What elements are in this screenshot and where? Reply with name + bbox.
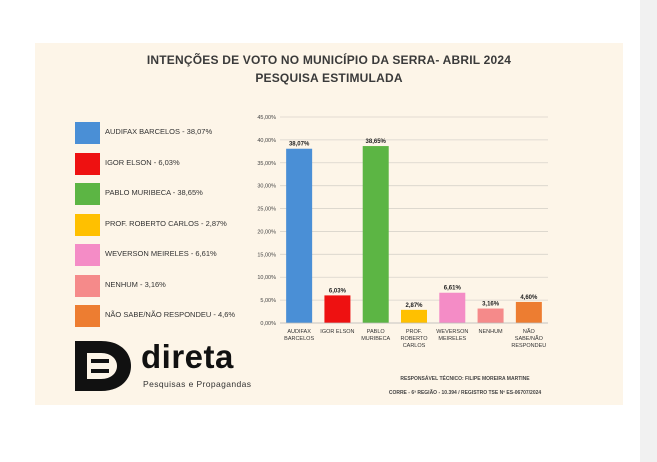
right-edge-strip [640, 0, 657, 462]
legend-label: NENHUM - 3,16% [105, 279, 166, 289]
x-tick-label-line: CARLOS [403, 343, 426, 349]
bar [401, 309, 427, 323]
legend-label: PROF. ROBERTO CARLOS - 2,87% [105, 218, 227, 228]
legend-label: AUDIFAX BARCELOS - 38,07% [105, 127, 213, 136]
x-tick-label-line: PROF. [406, 329, 423, 335]
x-tick-label-line: NENHUM [479, 329, 504, 335]
x-tick-label: WEVERSON MEIRELES [436, 329, 468, 342]
legend-label: WEVERSON MEIRELES - 6,61% [105, 249, 217, 258]
data-label: 6,03% [329, 288, 347, 294]
bar [439, 292, 466, 323]
data-label: 4,60% [520, 295, 538, 301]
legend-swatch [75, 122, 100, 144]
legend-swatch [75, 213, 100, 236]
y-tick-label: 15,00% [257, 252, 276, 258]
x-tick-label: IGOR ELSON [320, 329, 354, 335]
x-tick-label: NÃO SABE/NÃO RESPONDEU [511, 328, 546, 349]
x-tick-label-line: AUDIFAX [287, 329, 311, 335]
y-tick-label: 0,00% [260, 321, 276, 327]
x-tick-label-line: RESPONDEU [511, 343, 546, 349]
y-tick-label: 25,00% [257, 207, 276, 213]
data-label: 38,65% [366, 139, 387, 145]
logo-wordmark: direta [141, 338, 234, 375]
chart-card: INTENÇÕES DE VOTO NO MUNICÍPIO DA SERRA-… [35, 43, 623, 405]
legend-swatch [75, 305, 100, 327]
legend-label: PABLO MURIBECA - 38,65% [105, 188, 203, 197]
x-tick-label-line: PABLO [367, 329, 386, 335]
y-tick-label: 20,00% [257, 229, 276, 235]
bar-chart: 0,00% 5,00% 10,00% 15,00% 20,00% 25,00% 30,00%… [257, 115, 548, 349]
x-tick-label-line: ROBERTO [401, 336, 429, 342]
x-tick-label-line: IGOR ELSON [320, 329, 354, 335]
x-tick-label-line: BARCELOS [284, 336, 314, 342]
y-tick-label: 5,00% [260, 298, 276, 304]
x-tick-label: PABLO MURIBECA [361, 329, 390, 342]
bar [515, 301, 542, 323]
bar [362, 146, 389, 323]
legend-swatch [75, 274, 100, 297]
y-tick-label: 35,00% [257, 161, 276, 167]
x-tick-label: PROF. ROBERTO CARLOS [401, 329, 429, 349]
legend-swatch [75, 244, 100, 266]
y-tick-label: 45,00% [257, 115, 276, 121]
y-tick-label: 40,00% [257, 138, 276, 144]
chart-subtitle: PESQUISA ESTIMULADA [255, 71, 403, 85]
footer-responsible: RESPONSÁVEL TÉCNICO: FILIPE MOREIRA MART… [400, 376, 530, 382]
x-tick-label-line: SABE/NÃO [515, 335, 544, 342]
y-tick-label: 30,00% [257, 184, 276, 190]
chart-title: INTENÇÕES DE VOTO NO MUNICÍPIO DA SERRA-… [146, 53, 512, 67]
data-label: 3,16% [482, 302, 500, 308]
bar [324, 295, 351, 323]
x-tick-label-line: MURIBECA [361, 336, 390, 342]
logo-tagline: Pesquisas e Propagandas [143, 379, 252, 389]
data-label: 38,07% [289, 142, 310, 148]
x-tick-label-line: NÃO [523, 328, 536, 335]
legend-swatch [75, 183, 100, 205]
y-tick-label: 10,00% [257, 275, 276, 281]
footer-registration: CORRE - 6ª REGIÃO - 10.394 / REGISTRO TS… [388, 390, 542, 396]
x-tick-label-line: WEVERSON [436, 329, 468, 335]
legend-label: IGOR ELSON - 6,03% [105, 157, 180, 167]
x-tick-label-line: MEIRELES [438, 336, 466, 342]
bar [477, 308, 504, 323]
x-tick-label: NENHUM [479, 329, 504, 335]
logo-mark-icon [75, 341, 131, 391]
legend-swatch [75, 152, 100, 175]
bar [286, 148, 313, 323]
x-tick-label: AUDIFAX BARCELOS [284, 329, 314, 342]
data-label: 6,61% [444, 286, 462, 292]
direta-logo: direta Pesquisas e Propagandas [71, 335, 271, 399]
data-label: 2,87% [405, 303, 423, 309]
legend-label: NÃO SABE/NÃO RESPONDEU - 4,6% [105, 310, 236, 319]
